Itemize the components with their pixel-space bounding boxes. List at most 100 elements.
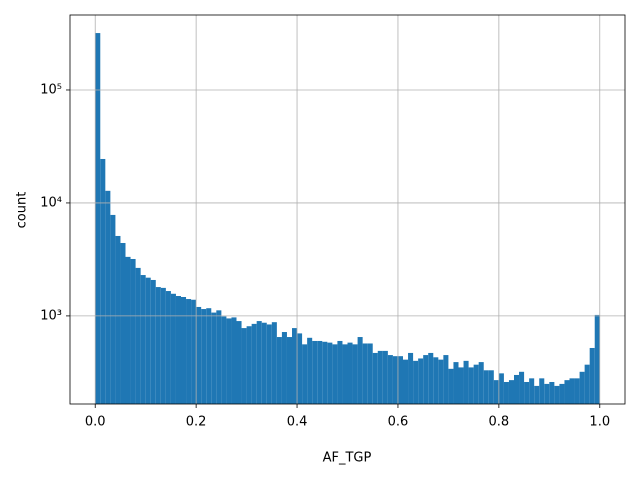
bar bbox=[362, 343, 368, 404]
bar bbox=[559, 383, 565, 404]
bar bbox=[403, 359, 409, 404]
bar bbox=[428, 352, 434, 404]
bar bbox=[483, 370, 489, 404]
bar bbox=[514, 374, 520, 404]
bar bbox=[468, 367, 474, 404]
bar bbox=[130, 258, 136, 404]
bar bbox=[216, 310, 222, 404]
bar bbox=[503, 381, 509, 404]
bar bbox=[453, 362, 459, 404]
bar bbox=[549, 381, 555, 404]
bar bbox=[281, 332, 287, 404]
bar bbox=[377, 350, 383, 404]
bar bbox=[554, 385, 560, 404]
bar bbox=[569, 378, 575, 404]
x-tick-label: 0.4 bbox=[287, 415, 308, 430]
bar bbox=[579, 371, 585, 404]
bar bbox=[478, 362, 484, 404]
bar bbox=[498, 373, 504, 404]
bar bbox=[408, 352, 414, 404]
bar bbox=[539, 378, 545, 404]
bar bbox=[105, 190, 111, 404]
bar bbox=[327, 342, 333, 404]
axes-frame bbox=[69, 14, 626, 405]
bar bbox=[458, 367, 464, 404]
bar bbox=[544, 383, 550, 404]
bar bbox=[413, 360, 419, 404]
bar bbox=[564, 380, 570, 404]
bar bbox=[438, 359, 444, 404]
bar bbox=[286, 337, 292, 404]
bar bbox=[221, 316, 227, 404]
bar bbox=[140, 275, 146, 404]
bar bbox=[135, 267, 141, 404]
bar bbox=[276, 337, 282, 404]
bar bbox=[297, 333, 303, 404]
x-tick-label: 0.0 bbox=[85, 415, 106, 430]
bar bbox=[423, 355, 429, 404]
bar bbox=[594, 314, 600, 404]
y-tick-label: 10⁵ bbox=[40, 82, 62, 97]
bar bbox=[367, 343, 373, 404]
bar bbox=[145, 277, 151, 404]
bar bbox=[317, 340, 323, 404]
bar bbox=[322, 341, 328, 404]
bar bbox=[524, 381, 530, 404]
bar bbox=[271, 322, 277, 404]
bar bbox=[392, 356, 398, 404]
bar bbox=[332, 344, 338, 404]
bar bbox=[150, 279, 156, 404]
y-tick-label: 10⁴ bbox=[40, 195, 62, 210]
bar bbox=[95, 33, 101, 405]
bar bbox=[372, 352, 378, 404]
bar bbox=[473, 364, 479, 404]
bar bbox=[357, 337, 363, 404]
bar bbox=[211, 312, 217, 404]
bar bbox=[196, 306, 202, 404]
bar bbox=[261, 322, 267, 404]
bar bbox=[347, 342, 353, 404]
bar bbox=[165, 291, 171, 404]
bar bbox=[186, 299, 192, 404]
bar bbox=[231, 317, 237, 404]
bar bbox=[352, 344, 358, 404]
bar bbox=[125, 256, 131, 404]
bar bbox=[155, 287, 161, 404]
x-tick-label: 1.0 bbox=[589, 415, 610, 430]
bar bbox=[256, 321, 262, 404]
bar bbox=[508, 380, 514, 404]
bar bbox=[534, 385, 540, 404]
bar bbox=[488, 370, 494, 404]
bar bbox=[463, 360, 469, 404]
bar bbox=[387, 355, 393, 404]
x-tick-label: 0.8 bbox=[489, 415, 510, 430]
bar bbox=[266, 324, 272, 404]
bar bbox=[382, 350, 388, 404]
x-axis-label: AF_TGP bbox=[323, 451, 372, 466]
bar bbox=[292, 328, 298, 404]
bar bbox=[115, 235, 121, 404]
bar bbox=[226, 318, 232, 404]
bar bbox=[589, 347, 595, 404]
bar bbox=[519, 371, 525, 404]
bar bbox=[110, 214, 116, 404]
bar bbox=[236, 321, 242, 404]
bar bbox=[251, 323, 257, 404]
bar bbox=[246, 326, 252, 404]
y-axis-label: count bbox=[15, 192, 30, 229]
bar bbox=[170, 293, 176, 404]
y-tick-label: 10³ bbox=[40, 308, 62, 323]
bar bbox=[433, 357, 439, 404]
bar bbox=[201, 309, 207, 404]
bar bbox=[241, 328, 247, 404]
bar bbox=[312, 340, 318, 404]
bar bbox=[181, 297, 187, 404]
bar bbox=[574, 378, 580, 404]
bar bbox=[397, 356, 403, 404]
bar bbox=[100, 158, 106, 404]
bar bbox=[191, 299, 197, 404]
bar bbox=[584, 364, 590, 404]
bar bbox=[448, 368, 454, 404]
x-tick-label: 0.6 bbox=[388, 415, 409, 430]
